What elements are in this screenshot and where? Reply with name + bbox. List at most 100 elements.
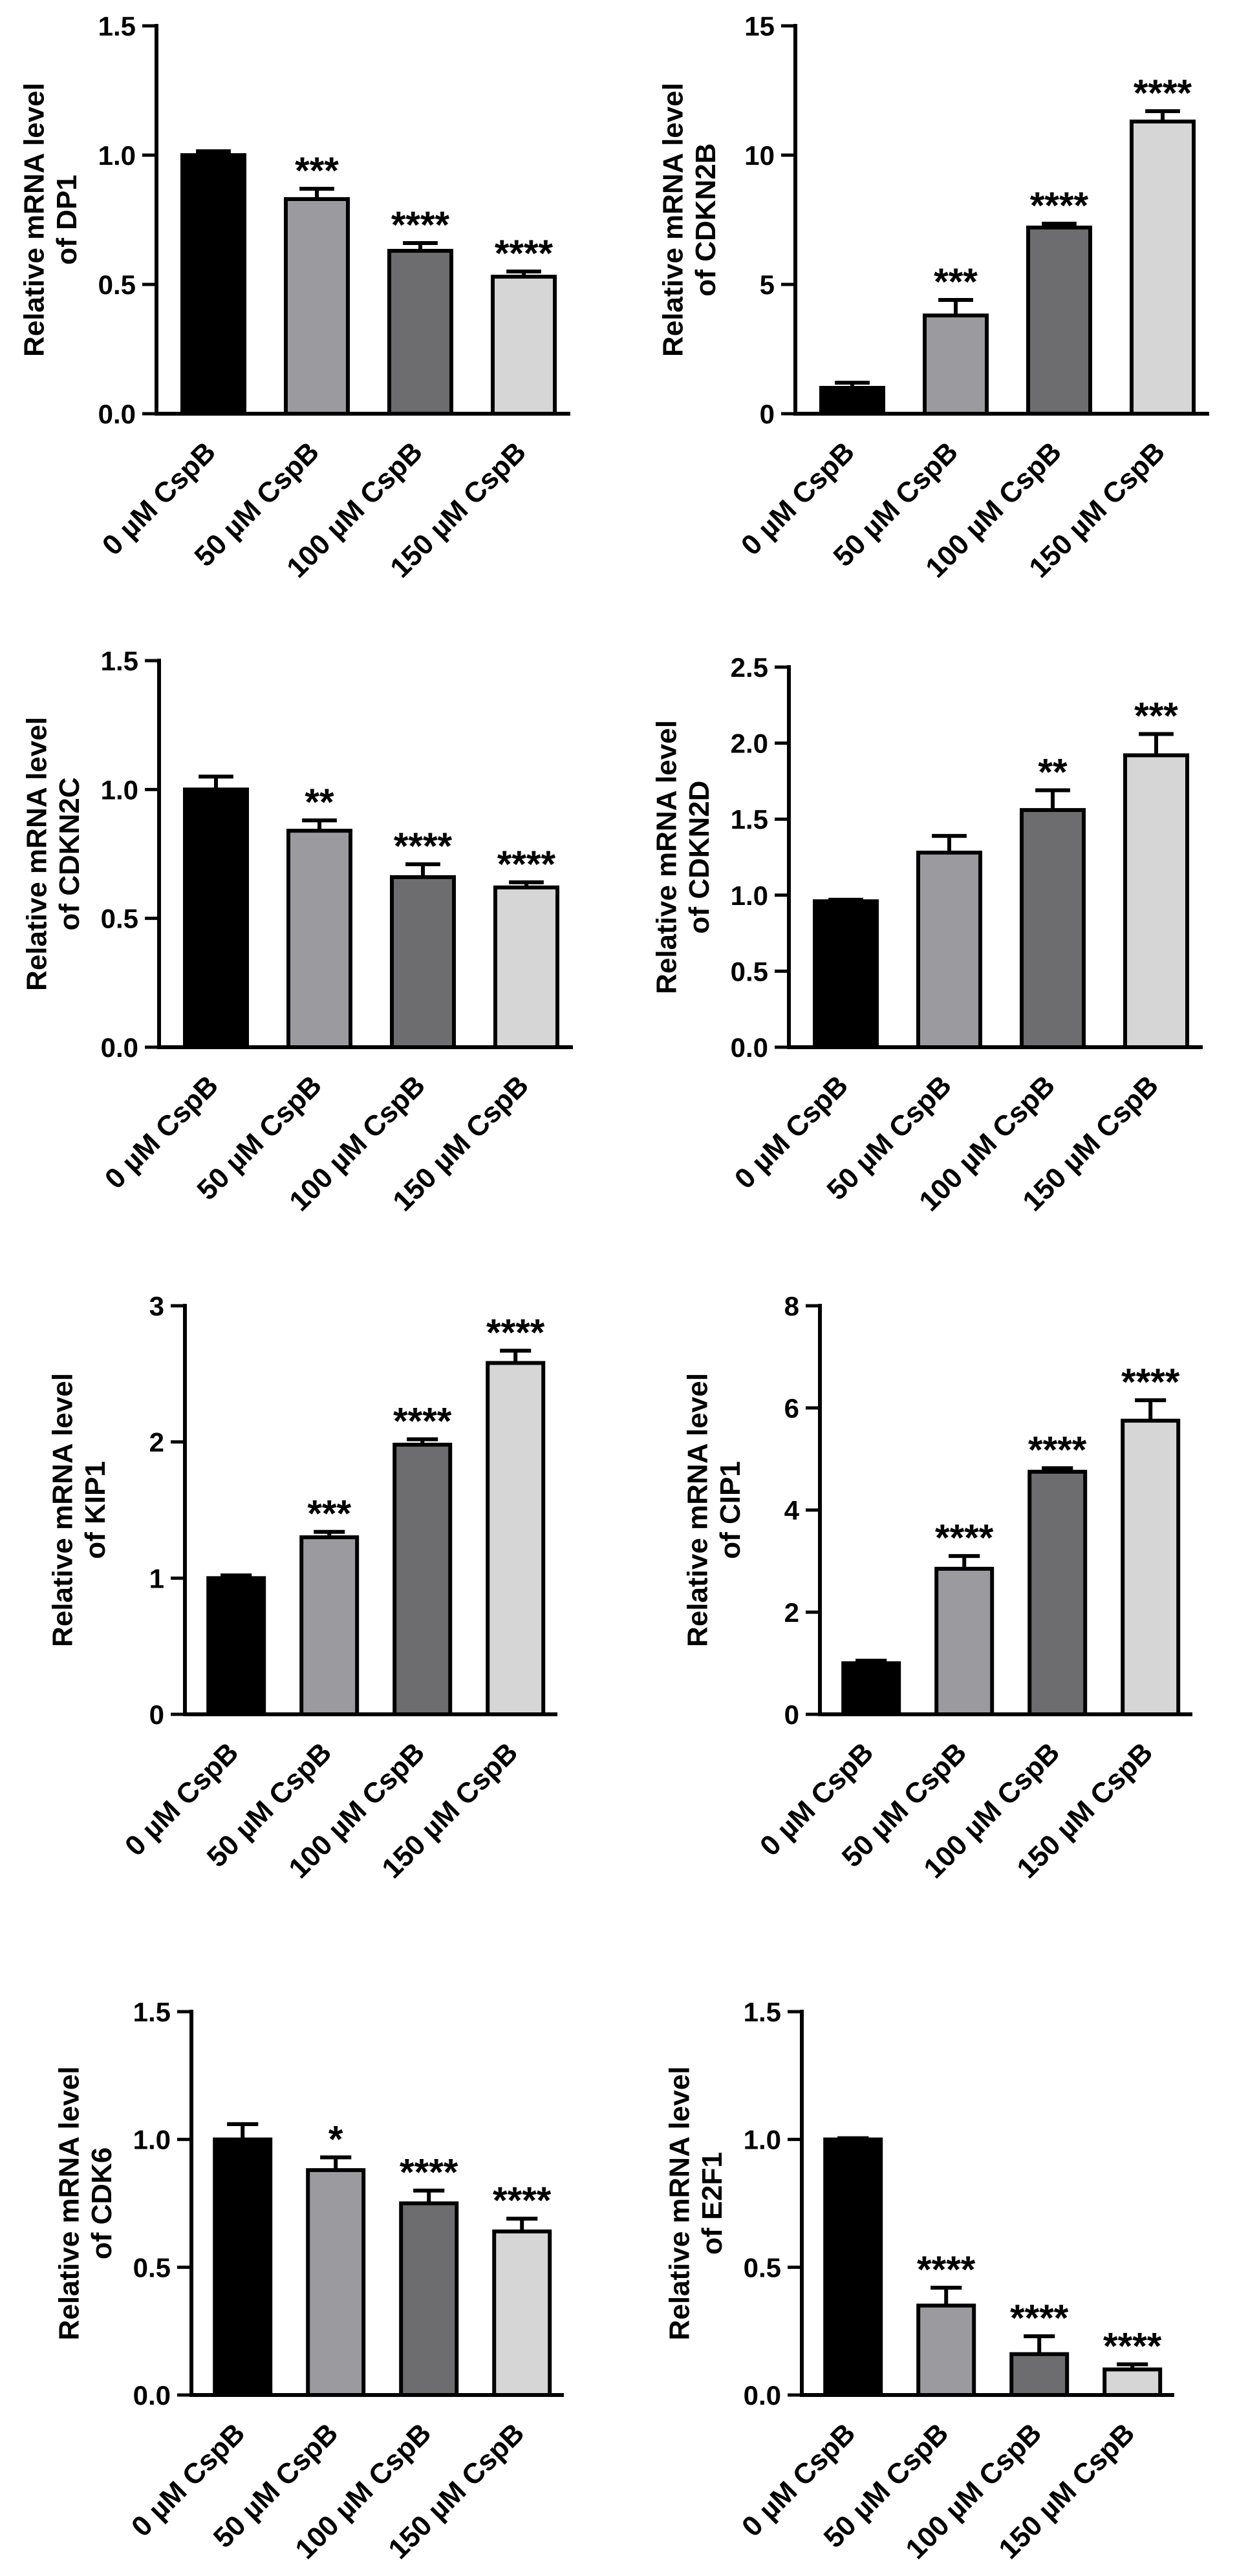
y-axis-label: Relative mRNA levelof CIP1 xyxy=(682,1373,747,1647)
y-tick-label: 0.5 xyxy=(101,904,138,934)
y-tick-label: 2.5 xyxy=(731,652,768,683)
significance-label: **** xyxy=(1103,2326,1162,2368)
y-tick-label: 1.0 xyxy=(133,2125,171,2155)
y-axis-label: Relative mRNA levelof KIP1 xyxy=(47,1373,112,1647)
significance-label: *** xyxy=(1134,695,1178,737)
y-axis-label: Relative mRNA levelof CDKN2D xyxy=(651,720,716,994)
bar xyxy=(399,2201,459,2397)
y-axis-label-line: of CDKN2D xyxy=(683,780,715,933)
y-tick-label: 0 xyxy=(784,1699,799,1730)
y-axis-label: Relative mRNA levelof DP1 xyxy=(19,83,83,357)
significance-label: **** xyxy=(1134,72,1192,114)
significance-label: **** xyxy=(1010,2297,1069,2339)
bar xyxy=(1026,226,1092,416)
bar xyxy=(284,197,350,416)
bar xyxy=(916,2303,976,2397)
bar xyxy=(390,875,456,1049)
bar xyxy=(491,275,557,416)
y-tick-label: 1.0 xyxy=(98,140,136,171)
y-axis-label: Relative mRNA levelof CDKN2C xyxy=(21,717,86,991)
y-axis-label: Relative mRNA levelof CDKN2B xyxy=(658,83,722,357)
y-axis-label-line: of CDKN2C xyxy=(54,777,85,930)
bar xyxy=(387,249,453,416)
significance-label: **** xyxy=(486,1312,545,1354)
bar xyxy=(813,899,879,1050)
y-tick-label: 1.5 xyxy=(731,804,768,835)
bar xyxy=(306,2168,366,2398)
y-tick-label: 0.5 xyxy=(731,956,768,986)
significance-label: **** xyxy=(935,1517,994,1559)
y-tick-label: 10 xyxy=(744,140,775,171)
y-axis-label-line: Relative mRNA level xyxy=(658,83,689,357)
significance-label: **** xyxy=(1028,1429,1087,1471)
y-tick-label: 0.0 xyxy=(133,2380,171,2411)
significance-label: **** xyxy=(917,2249,976,2291)
y-axis-label-line: Relative mRNA level xyxy=(19,83,50,357)
significance-label: **** xyxy=(495,233,554,275)
y-tick-label: 0.5 xyxy=(98,270,136,300)
bar xyxy=(1009,2352,1070,2397)
bar xyxy=(206,1576,266,1716)
y-axis-label-line: of E2F1 xyxy=(696,2152,728,2255)
bar xyxy=(1121,1418,1181,1716)
y-axis-label: Relative mRNA levelof E2F1 xyxy=(664,2067,729,2341)
y-tick-label: 15 xyxy=(744,11,775,41)
y-axis-label-line: Relative mRNA level xyxy=(54,2067,85,2341)
bar xyxy=(286,829,352,1049)
y-axis-label-line: of CDK6 xyxy=(86,2147,118,2260)
bar xyxy=(1123,753,1189,1050)
significance-label: **** xyxy=(394,825,453,868)
y-axis-label-line: of KIP1 xyxy=(80,1461,111,1559)
significance-label: **** xyxy=(391,204,450,246)
y-tick-label: 3 xyxy=(149,1291,164,1321)
significance-label: *** xyxy=(295,150,339,192)
bar xyxy=(180,153,246,416)
y-axis-label-line: Relative mRNA level xyxy=(664,2067,696,2341)
significance-label: **** xyxy=(497,844,556,886)
bar xyxy=(1027,1469,1088,1716)
significance-label: *** xyxy=(934,261,978,303)
y-axis-label: Relative mRNA levelof CDK6 xyxy=(54,2067,118,2341)
chart-panel-4: 0.0 0.5 1.0 1.5 2.0 2.5 Relative mRNA levelof … xyxy=(651,652,1203,1217)
significance-label: ** xyxy=(1038,752,1068,794)
bar xyxy=(1130,120,1196,416)
y-tick-label: 0.0 xyxy=(744,2380,781,2411)
bar xyxy=(1020,808,1086,1049)
y-tick-label: 4 xyxy=(784,1495,800,1526)
y-tick-label: 0 xyxy=(149,1699,164,1730)
y-axis-label-line: of DP1 xyxy=(51,175,83,264)
significance-label: **** xyxy=(1030,185,1089,227)
significance-label: ** xyxy=(305,782,334,824)
significance-label: **** xyxy=(393,1400,452,1442)
significance-label: *** xyxy=(307,1493,351,1535)
y-tick-label: 5 xyxy=(760,270,775,300)
significance-label: **** xyxy=(493,2180,552,2222)
y-tick-label: 1.5 xyxy=(98,11,136,41)
bar xyxy=(183,787,249,1050)
y-tick-label: 1.5 xyxy=(133,1997,171,2027)
bar xyxy=(841,1661,901,1716)
bar xyxy=(916,850,982,1049)
y-tick-label: 0.5 xyxy=(133,2252,171,2283)
y-tick-label: 0.5 xyxy=(744,2252,781,2283)
y-axis-label-line: Relative mRNA level xyxy=(47,1373,79,1647)
y-tick-label: 1 xyxy=(149,1563,164,1593)
bar xyxy=(819,386,885,416)
bar xyxy=(1103,2367,1163,2397)
y-tick-label: 2.0 xyxy=(731,729,768,759)
y-tick-label: 2 xyxy=(149,1427,164,1458)
y-axis-label-line: Relative mRNA level xyxy=(682,1373,714,1647)
bar xyxy=(213,2137,273,2398)
y-tick-label: 1.5 xyxy=(744,1997,781,2027)
significance-label: * xyxy=(328,2118,343,2160)
bar xyxy=(486,1361,546,1716)
bar xyxy=(393,1442,453,1716)
y-tick-label: 6 xyxy=(784,1393,799,1423)
y-tick-label: 0 xyxy=(760,399,775,429)
